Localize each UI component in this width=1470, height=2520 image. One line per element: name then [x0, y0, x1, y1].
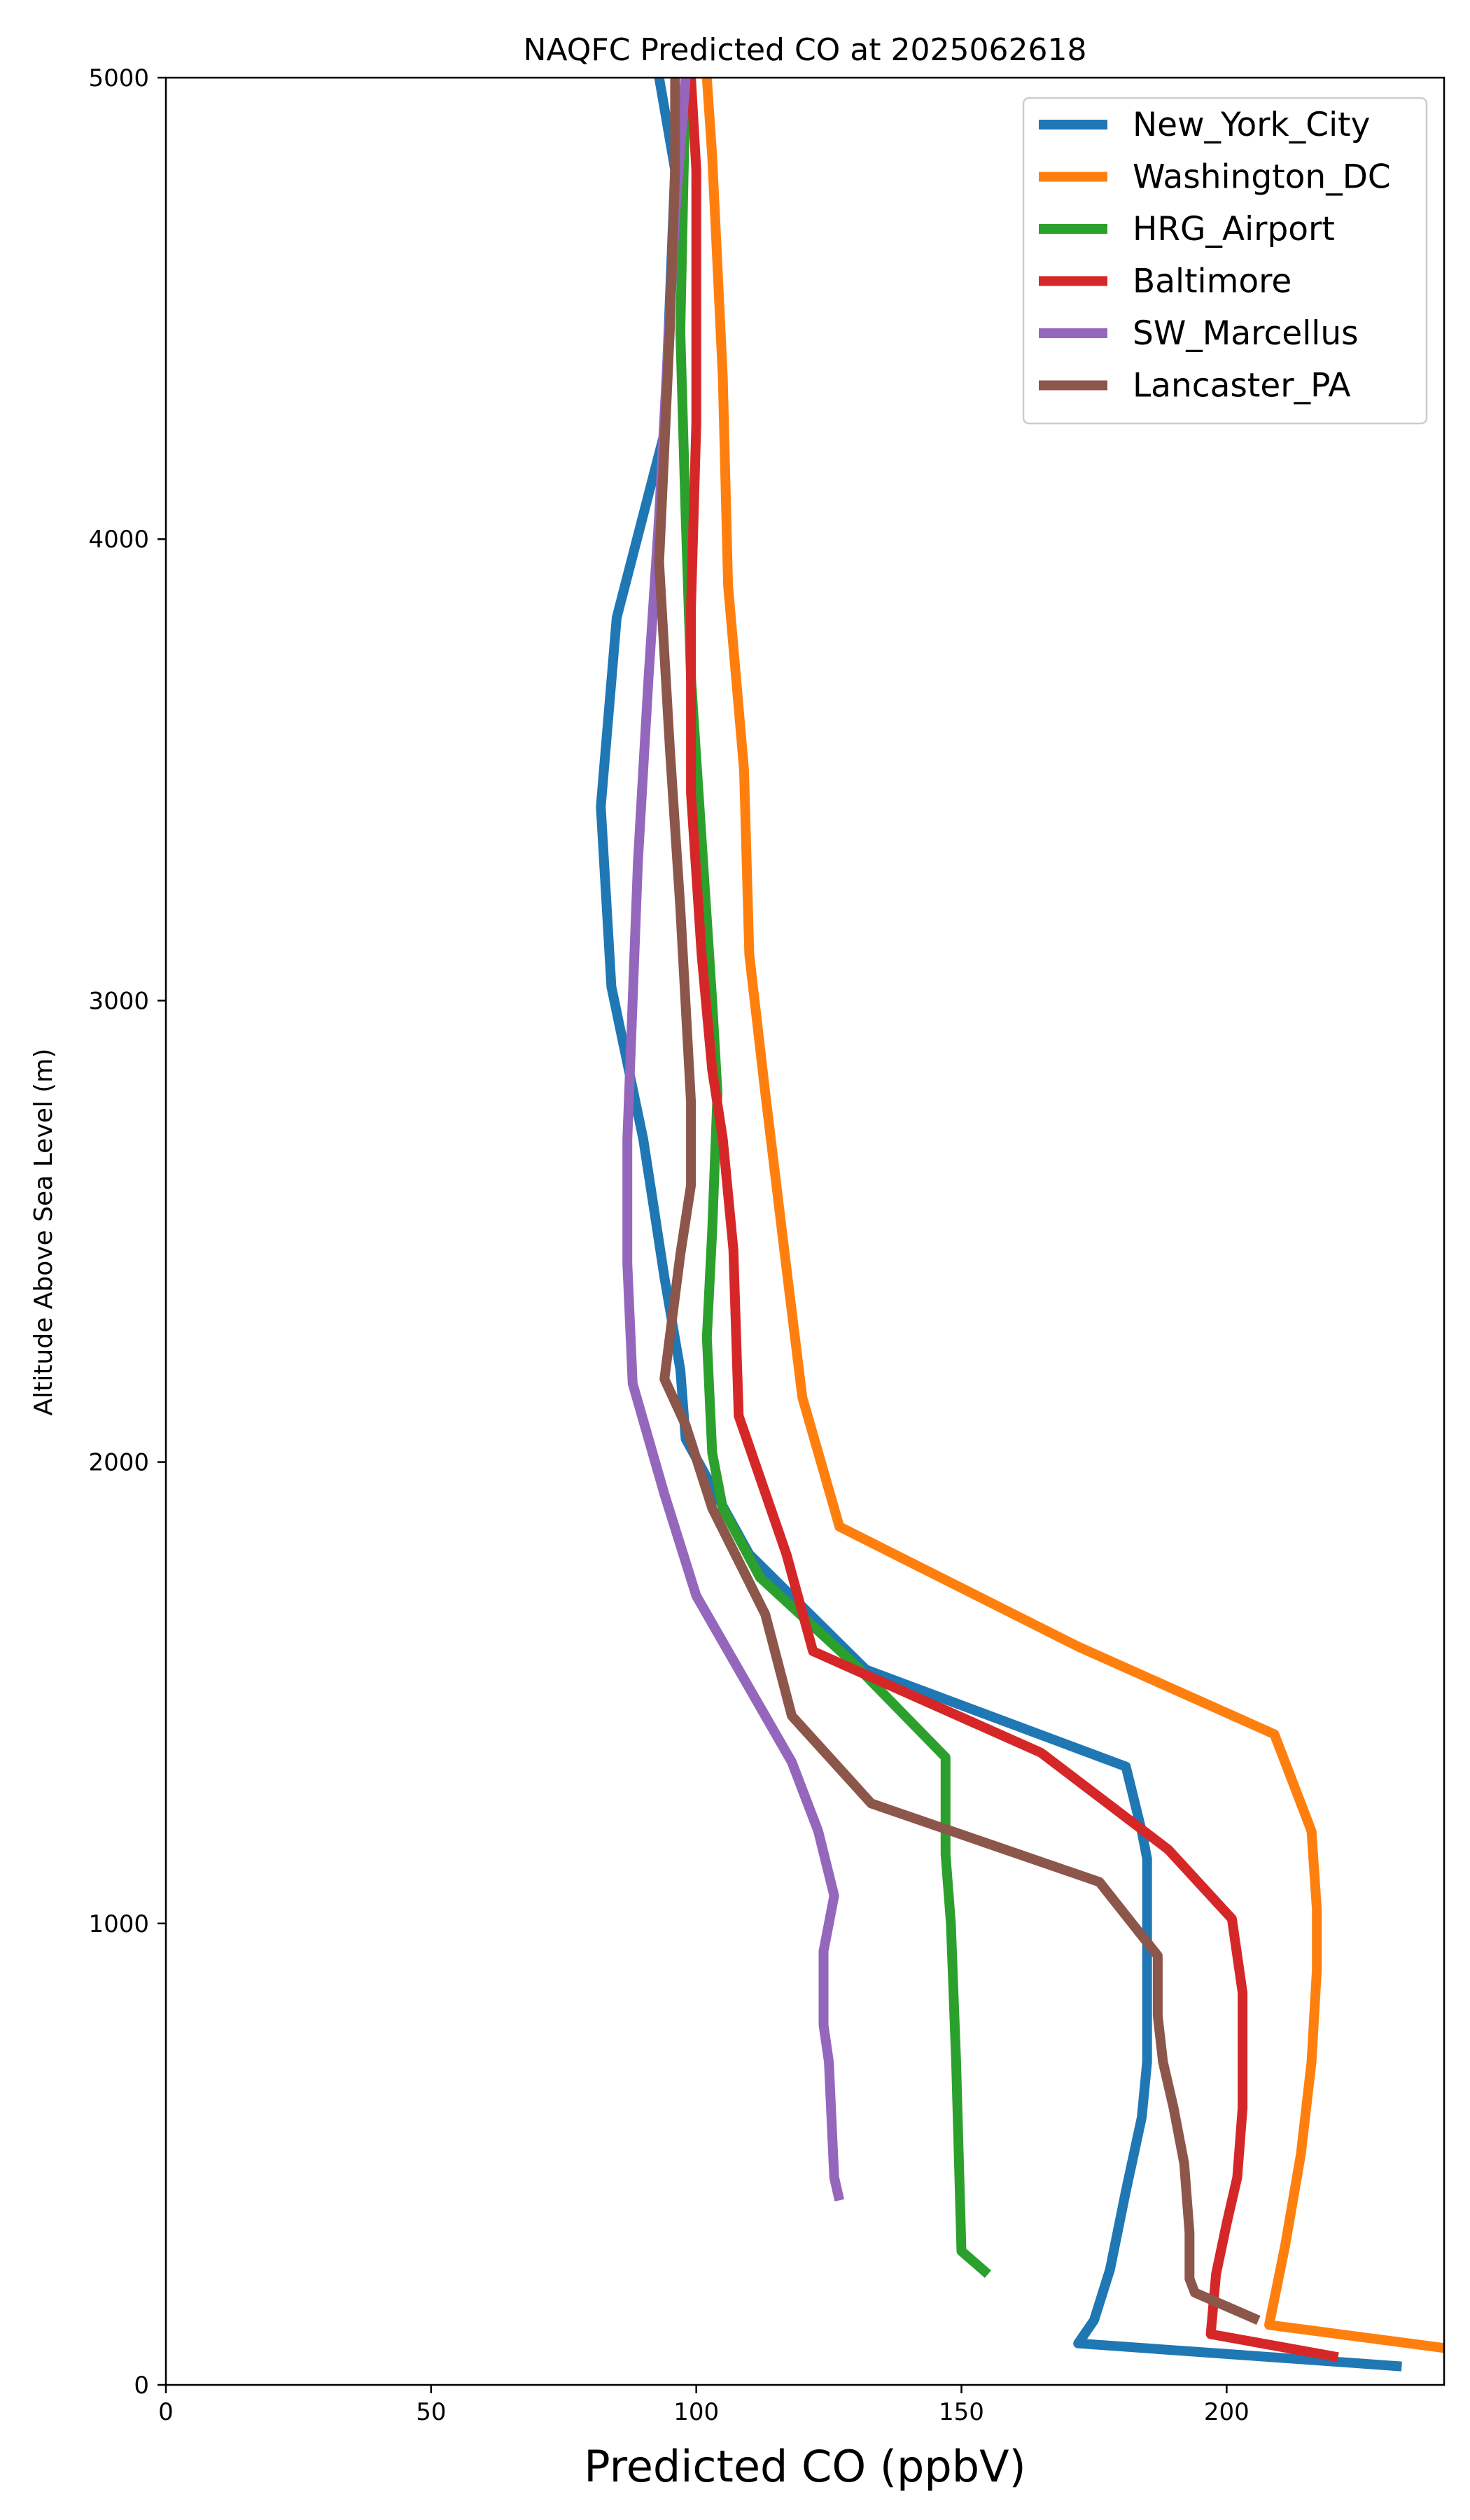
- legend-label: Lancaster_PA: [1133, 367, 1351, 405]
- y-tick-label: 0: [134, 2372, 149, 2400]
- legend-label: SW_Marcellus: [1133, 314, 1359, 353]
- legend-label: Washington_DC: [1133, 158, 1391, 197]
- x-tick-label: 0: [158, 2398, 174, 2426]
- y-tick-label: 4000: [88, 526, 149, 554]
- legend-entry-new-york-city: New_York_City: [1039, 106, 1370, 144]
- legend-entry-baltimore: Baltimore: [1039, 262, 1292, 301]
- y-axis: 0 1000 2000 3000 4000 5000: [88, 64, 166, 2400]
- chart-title: NAQFC Predicted CO at 2025062618: [524, 32, 1087, 68]
- series-line-sw-marcellus: [622, 78, 845, 2202]
- legend-entry-hrg-airport: HRG_Airport: [1039, 210, 1335, 248]
- legend: New_York_City Washington_DC HRG_Airport Bal…: [1022, 97, 1428, 425]
- y-tick-label: 1000: [88, 1910, 149, 1938]
- plot-frame: [164, 76, 1446, 2386]
- legend-label: HRG_Airport: [1133, 210, 1335, 248]
- legend-entry-washington-dc: Washington_DC: [1039, 158, 1391, 197]
- y-tick-label: 2000: [88, 1449, 149, 1477]
- x-axis: 0 50 100 150 200: [158, 2385, 1250, 2426]
- y-axis-label: Altitude Above Sea Level (m): [29, 1049, 58, 1416]
- legend-entry-lancaster-pa: Lancaster_PA: [1039, 367, 1351, 405]
- x-tick-label: 150: [939, 2398, 984, 2426]
- series-line-washington-dc: [701, 78, 1444, 2353]
- legend-box: [1022, 97, 1428, 425]
- x-tick-label: 200: [1204, 2398, 1250, 2426]
- legend-label: New_York_City: [1133, 106, 1370, 144]
- y-tick-label: 5000: [88, 64, 149, 92]
- series-line-baltimore: [686, 78, 1339, 2362]
- x-tick-label: 50: [416, 2398, 446, 2426]
- legend-label: Baltimore: [1133, 262, 1292, 301]
- series-line-lancaster-pa: [654, 78, 1261, 2325]
- x-axis-label: Predicted CO (ppbV): [584, 2441, 1026, 2492]
- legend-entry-sw-marcellus: SW_Marcellus: [1039, 314, 1359, 353]
- x-tick-label: 100: [673, 2398, 719, 2426]
- series-layer: [596, 78, 1444, 2372]
- y-tick-label: 3000: [88, 987, 149, 1015]
